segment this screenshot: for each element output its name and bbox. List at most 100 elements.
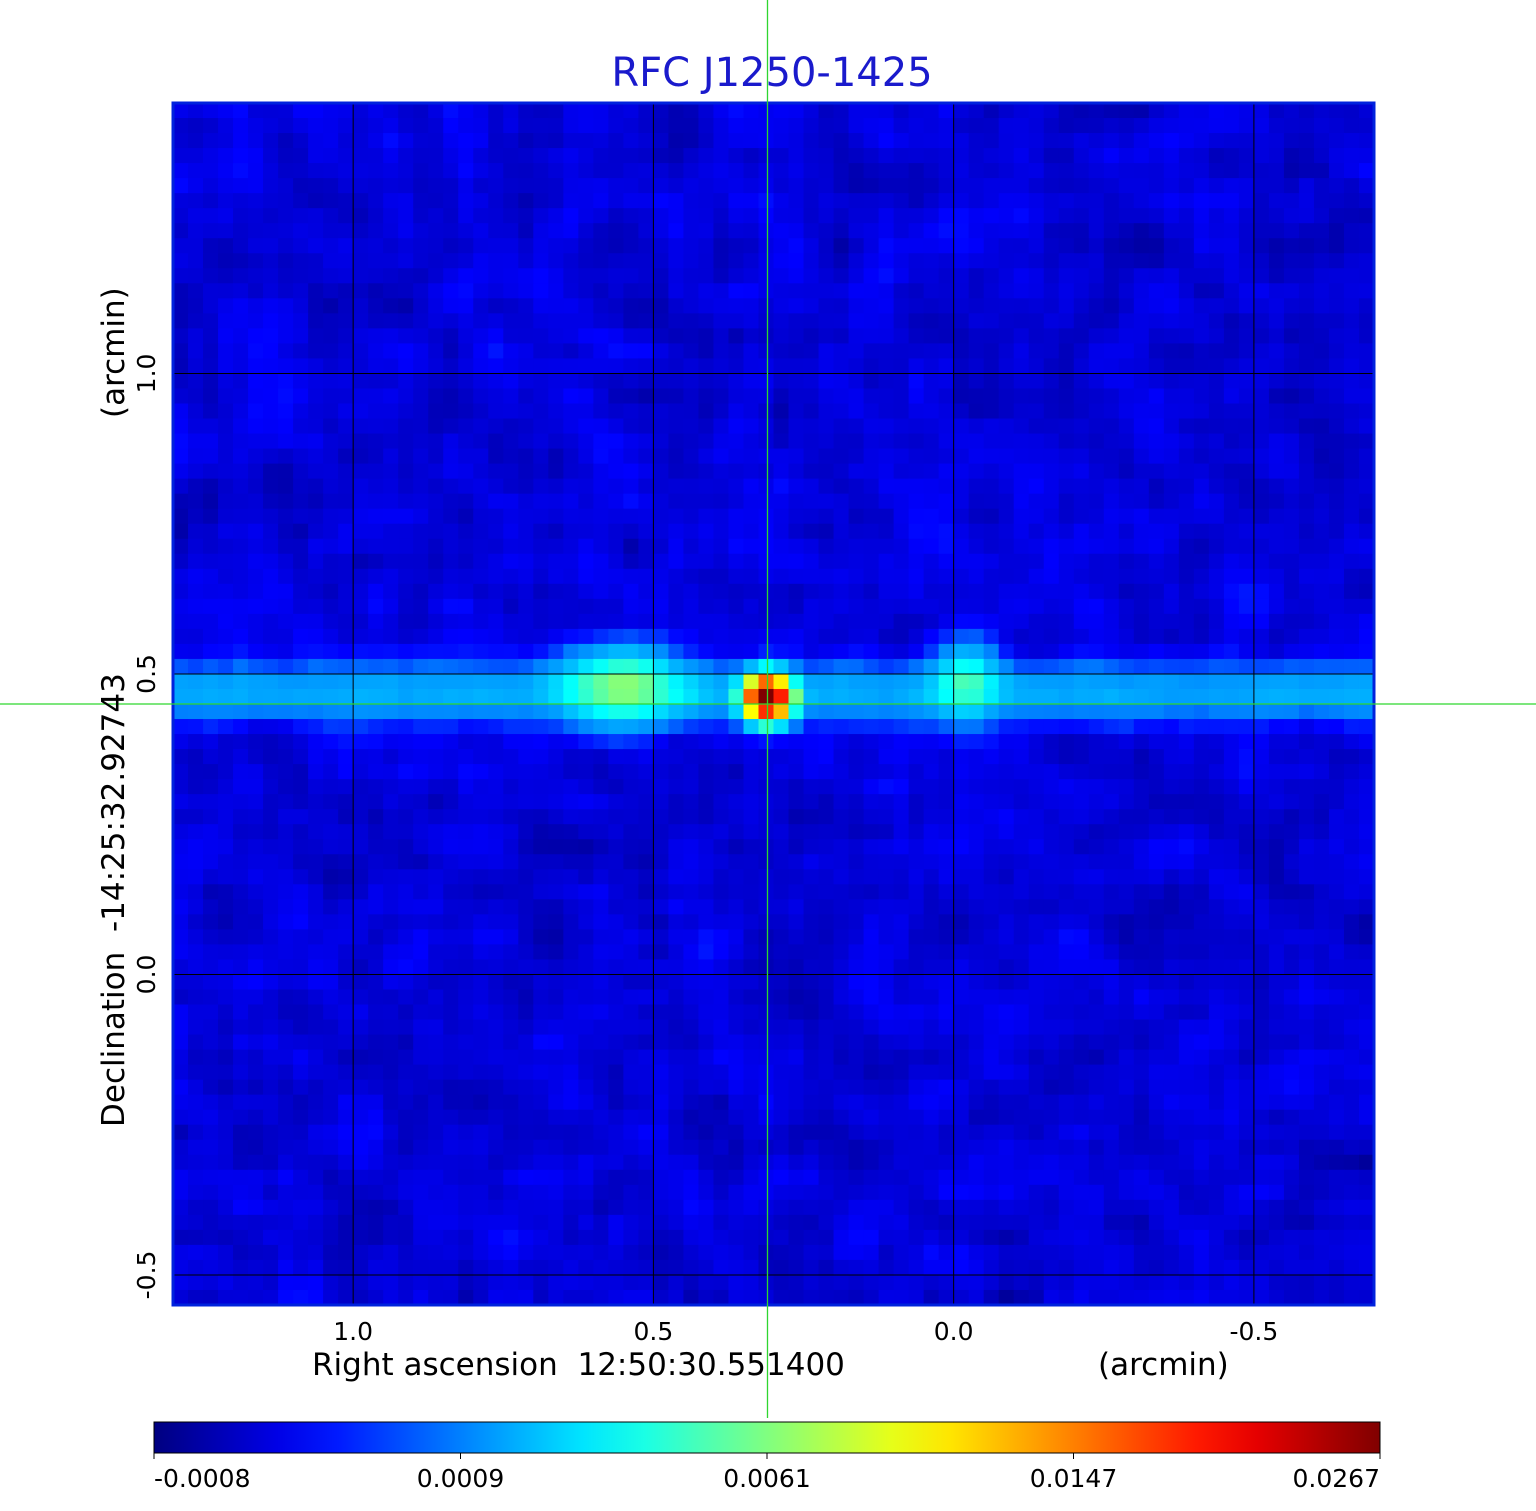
heatmap-cell: [818, 163, 835, 179]
heatmap-cell: [1013, 854, 1030, 870]
heatmap-cell: [1253, 133, 1270, 149]
heatmap-cell: [1343, 704, 1360, 720]
heatmap-cell: [593, 824, 609, 840]
heatmap-cell: [353, 388, 369, 405]
heatmap-cell: [278, 658, 294, 675]
heatmap-cell: [908, 643, 925, 660]
heatmap-cell: [908, 493, 925, 510]
heatmap-cell: [1298, 704, 1315, 720]
heatmap-cell: [353, 163, 369, 179]
heatmap-cell: [458, 929, 474, 946]
heatmap-cell: [563, 343, 579, 360]
heatmap-cell: [968, 974, 985, 991]
heatmap-cell: [983, 884, 1000, 900]
heatmap-cell: [968, 478, 985, 495]
heatmap-cell: [398, 884, 414, 900]
heatmap-cell: [458, 719, 474, 735]
heatmap-cell: [998, 974, 1015, 991]
heatmap-cell: [923, 959, 940, 976]
heatmap-cell: [623, 899, 639, 915]
heatmap-cell: [1088, 583, 1105, 600]
heatmap-cell: [233, 974, 249, 991]
heatmap-cell: [893, 508, 910, 525]
heatmap-cell: [518, 433, 534, 450]
heatmap-cell: [803, 779, 820, 795]
heatmap-cell: [1058, 148, 1075, 164]
heatmap-cell: [188, 373, 204, 390]
heatmap-cell: [1268, 613, 1285, 630]
heatmap-cell: [188, 193, 204, 209]
heatmap-cell: [263, 613, 279, 630]
heatmap-cell: [983, 734, 1000, 750]
heatmap-cell: [1088, 959, 1105, 976]
heatmap-cell: [1043, 1004, 1060, 1021]
heatmap-cell: [173, 719, 189, 735]
heatmap-cell: [1328, 418, 1345, 435]
heatmap-cell: [668, 148, 685, 164]
heatmap-cell: [188, 824, 204, 840]
heatmap-cell: [1118, 283, 1135, 299]
heatmap-cell: [908, 1004, 925, 1021]
heatmap-cell: [938, 704, 955, 720]
heatmap-cell: [413, 148, 429, 164]
heatmap-cell: [1163, 583, 1180, 600]
heatmap-cell: [368, 268, 384, 284]
heatmap-cell: [1133, 779, 1150, 795]
heatmap-cell: [203, 208, 219, 224]
heatmap-cell: [1358, 628, 1375, 645]
heatmap-cell: [953, 433, 970, 450]
heatmap-cell: [1058, 358, 1075, 375]
heatmap-cell: [1208, 719, 1225, 735]
heatmap-cell: [698, 373, 715, 390]
heatmap-cell: [413, 899, 429, 915]
heatmap-cell: [1148, 914, 1165, 930]
heatmap-cell: [923, 583, 940, 600]
heatmap-cell: [1103, 508, 1120, 525]
heatmap-cell: [563, 658, 579, 675]
heatmap-cell: [1208, 673, 1225, 690]
heatmap-cell: [1043, 403, 1060, 420]
heatmap-cell: [1223, 373, 1240, 390]
heatmap-cell: [608, 643, 624, 660]
heatmap-cell: [293, 238, 309, 254]
heatmap-cell: [998, 313, 1015, 329]
heatmap-cell: [428, 809, 444, 825]
heatmap-cell: [668, 854, 685, 870]
heatmap-cell: [488, 749, 504, 765]
heatmap-cell: [233, 914, 249, 930]
heatmap-cell: [173, 238, 189, 254]
heatmap-cell: [413, 553, 429, 570]
heatmap-cell: [218, 253, 234, 269]
heatmap-cell: [1013, 418, 1030, 435]
heatmap-cell: [728, 598, 745, 615]
heatmap-cell: [443, 538, 459, 555]
heatmap-cell: [1268, 658, 1285, 675]
heatmap-cell: [1043, 523, 1060, 540]
heatmap-cell: [668, 448, 685, 465]
heatmap-cell: [1298, 794, 1315, 810]
heatmap-cell: [1058, 463, 1075, 480]
heatmap-cell: [1103, 328, 1120, 345]
heatmap-cell: [563, 734, 579, 750]
heatmap-cell: [233, 869, 249, 885]
heatmap-cell: [1358, 658, 1375, 675]
heatmap-cell: [713, 163, 730, 179]
heatmap-cell: [1253, 583, 1270, 600]
heatmap-cell: [428, 613, 444, 630]
heatmap-cell: [293, 779, 309, 795]
heatmap-cell: [1268, 719, 1285, 735]
heatmap-cell: [413, 103, 429, 119]
heatmap-cell: [1283, 238, 1300, 254]
heatmap-cell: [233, 133, 249, 149]
heatmap-cell: [743, 118, 760, 134]
heatmap-cell: [848, 418, 865, 435]
heatmap-cell: [173, 268, 189, 284]
heatmap-cell: [533, 643, 549, 660]
heatmap-cell: [713, 734, 730, 750]
heatmap-cell: [893, 553, 910, 570]
heatmap-cell: [1313, 523, 1330, 540]
heatmap-cell: [893, 313, 910, 329]
heatmap-cell: [758, 133, 775, 149]
heatmap-cell: [518, 103, 534, 119]
heatmap-cell: [503, 749, 519, 765]
